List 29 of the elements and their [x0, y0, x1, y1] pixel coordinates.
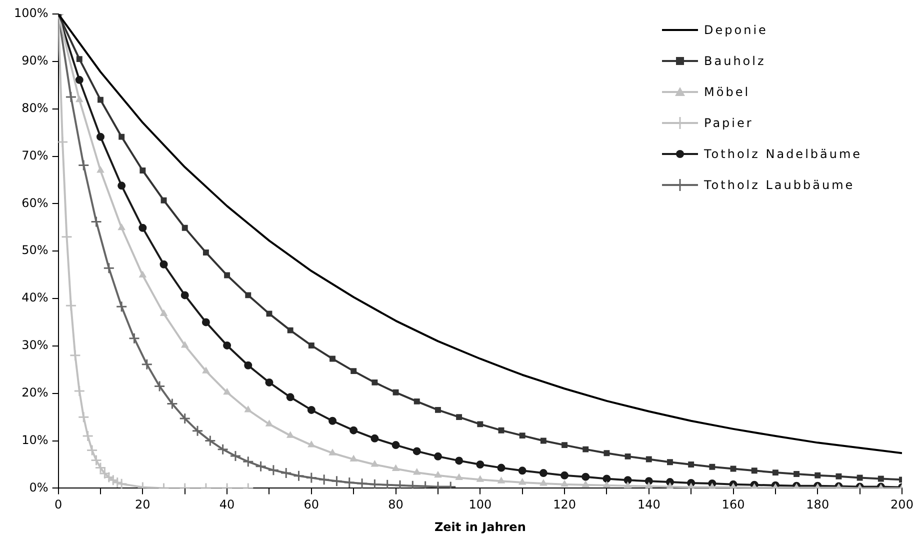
x-tick-label: 100	[468, 498, 492, 512]
y-tick-label: 40%	[22, 290, 48, 305]
y-tick-label: 30%	[22, 338, 48, 352]
x-tick-label: 80	[388, 498, 404, 512]
y-tick-label: 90%	[22, 54, 48, 68]
x-tick-label: 200	[890, 498, 914, 512]
legend-label: Totholz Nadelbäume	[704, 146, 862, 160]
y-tick-label: 70%	[22, 148, 48, 162]
legend-label: Bauholz	[704, 54, 766, 68]
x-tick-label: 40	[219, 498, 235, 512]
x-tick-label: 140	[637, 498, 660, 512]
y-tick-label: 10%	[22, 432, 48, 447]
legend-label: Totholz Laubbäume	[704, 178, 855, 192]
x-tick-label: 180	[806, 498, 830, 512]
x-tick-label: 20	[135, 498, 150, 512]
legend-label: Deponie	[704, 22, 768, 36]
y-tick-label: 0%	[29, 480, 48, 494]
legend-label: Papier	[704, 116, 754, 130]
y-tick-label: 60%	[22, 196, 48, 210]
y-tick-label: 100%	[14, 6, 48, 20]
legend-label: Möbel	[704, 84, 750, 98]
x-axis-title: Zeit in Jahren	[434, 520, 526, 534]
y-tick-label: 20%	[22, 385, 48, 400]
x-tick-label: 120	[553, 498, 576, 512]
y-tick-label: 50%	[22, 243, 48, 258]
x-tick-label: 160	[722, 498, 745, 512]
x-tick-label: 60	[304, 498, 320, 512]
x-tick-label: 0	[54, 498, 62, 512]
y-tick-label: 80%	[22, 100, 48, 115]
